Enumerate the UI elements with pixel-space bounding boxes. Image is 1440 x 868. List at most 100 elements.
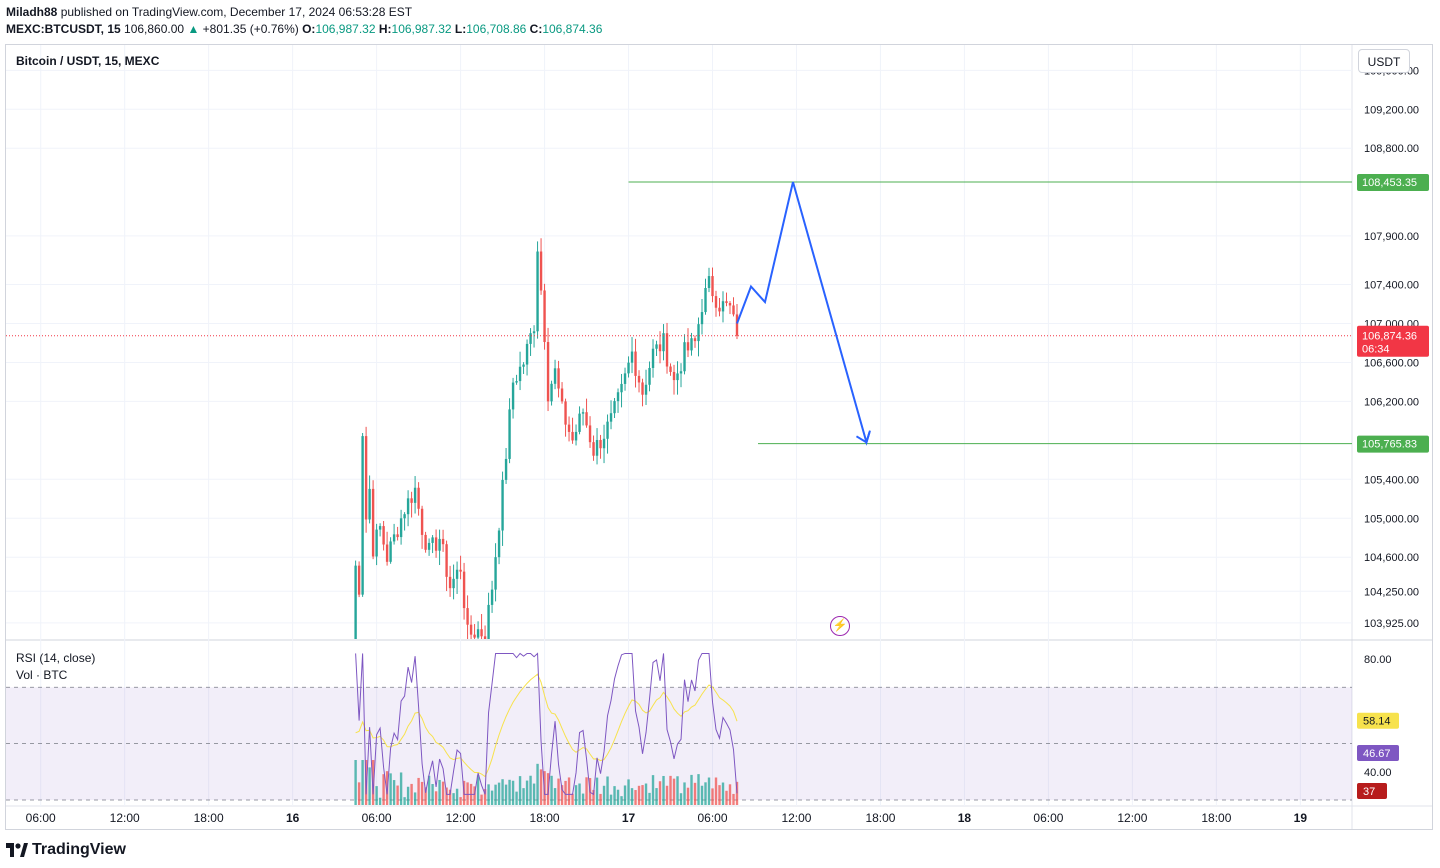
candle-body xyxy=(532,331,536,334)
candle-body xyxy=(445,544,448,577)
chart-canvas[interactable]: 109,600.00109,200.00108,800.00107,900.00… xyxy=(6,45,1432,829)
candle-body xyxy=(641,382,644,395)
volume-bar xyxy=(389,773,392,805)
candle-body xyxy=(504,458,508,480)
candle-body xyxy=(637,375,641,383)
x-tick-label: 18:00 xyxy=(865,811,895,825)
currency-button[interactable]: USDT xyxy=(1358,49,1410,73)
volume-bar xyxy=(679,793,683,805)
volume-bar xyxy=(721,782,725,805)
candle-body xyxy=(434,537,438,551)
candle-body xyxy=(476,629,480,638)
volume-bar xyxy=(700,785,704,805)
candle-body xyxy=(364,436,368,520)
volume-bar xyxy=(413,792,417,805)
volume-legend: Vol · BTC xyxy=(16,668,68,682)
candle-body xyxy=(574,431,578,441)
volume-bar xyxy=(592,789,595,805)
candle-body xyxy=(459,569,462,572)
candle-body xyxy=(497,530,501,558)
volume-bar xyxy=(728,784,732,805)
candle-body xyxy=(592,442,595,456)
volume-bar xyxy=(602,785,606,805)
volume-bar xyxy=(571,793,574,805)
publisher-name[interactable]: Miladh88 xyxy=(6,5,58,19)
candle-body xyxy=(553,368,557,384)
low-label: L: xyxy=(454,22,467,36)
current-price-tag xyxy=(1357,325,1429,357)
candle-body xyxy=(406,498,410,515)
rsi-value-tag xyxy=(1357,745,1399,762)
candle-body xyxy=(728,303,732,306)
rsi-line xyxy=(355,652,738,796)
volume-bar xyxy=(525,780,529,805)
volume-bar xyxy=(511,780,515,805)
volume-bar xyxy=(630,788,634,805)
volume-value-tag xyxy=(1357,783,1387,799)
volume-bar xyxy=(497,782,501,805)
open-value: 106,987.32 xyxy=(315,22,376,36)
candle-body xyxy=(567,424,571,432)
rsi-ma-tag xyxy=(1357,712,1399,729)
volume-bar xyxy=(595,777,599,805)
published-text: published on TradingView.com, December 1… xyxy=(60,5,413,19)
volume-bar xyxy=(455,788,459,805)
volume-bar xyxy=(445,787,448,805)
volume-bar xyxy=(553,788,557,805)
candle-body xyxy=(448,576,452,589)
candle-body xyxy=(578,413,581,432)
volume-bar xyxy=(417,777,420,805)
volume-bar xyxy=(487,784,490,805)
volume-bar xyxy=(441,781,445,805)
volume-bar xyxy=(536,763,539,805)
volume-bar xyxy=(686,787,690,805)
chart-header: Miladh88 published on TradingView.com, D… xyxy=(0,0,1440,42)
candle-body xyxy=(417,487,420,509)
candle-body xyxy=(630,351,634,363)
volume-bar xyxy=(725,790,728,805)
volume-bar xyxy=(637,785,641,805)
change-arrow-icon: ▲ xyxy=(187,22,200,36)
volume-bar xyxy=(735,781,739,805)
y-tick-label: 106,200.00 xyxy=(1364,396,1419,408)
volume-bar xyxy=(711,788,714,805)
volume-bar xyxy=(616,789,620,805)
y-tick-label: 103,925.00 xyxy=(1364,618,1419,630)
candle-body xyxy=(655,344,658,349)
volume-bar xyxy=(368,767,371,805)
chart-frame[interactable]: 109,600.00109,200.00108,800.00107,900.00… xyxy=(5,44,1433,830)
volume-bar xyxy=(574,785,578,805)
candle-body xyxy=(686,342,690,351)
y-tick-label: 104,600.00 xyxy=(1364,552,1419,564)
candle-body xyxy=(420,508,424,535)
candle-body xyxy=(595,440,599,456)
volume-bar xyxy=(550,775,553,805)
candle-body xyxy=(693,338,697,342)
volume-bar xyxy=(693,782,697,805)
candle-body xyxy=(525,343,529,365)
candle-body xyxy=(665,333,669,367)
lightning-icon[interactable]: ⚡ xyxy=(830,616,850,636)
candle-body xyxy=(581,412,585,414)
volume-bar xyxy=(504,784,508,805)
volume-bar xyxy=(567,777,571,805)
candle-body xyxy=(511,382,515,410)
tradingview-logo-icon[interactable] xyxy=(6,843,28,859)
candle-body xyxy=(658,344,662,352)
low-value: 106,708.86 xyxy=(466,22,527,36)
volume-bar xyxy=(476,775,480,805)
volume-bar xyxy=(732,793,735,805)
x-tick-label: 18 xyxy=(958,811,972,825)
volume-bar xyxy=(396,785,399,805)
candle-body xyxy=(431,537,434,543)
candle-body xyxy=(627,362,630,374)
tradingview-logo-text[interactable]: TradingView xyxy=(32,841,126,858)
x-tick-label: 12:00 xyxy=(1117,811,1147,825)
candle-body xyxy=(501,479,504,531)
x-tick-label: 12:00 xyxy=(781,811,811,825)
candle-body xyxy=(697,324,700,342)
close-label: C: xyxy=(529,22,543,36)
open-label: O: xyxy=(302,22,316,36)
volume-bar xyxy=(382,774,385,805)
volume-bar xyxy=(606,776,609,805)
